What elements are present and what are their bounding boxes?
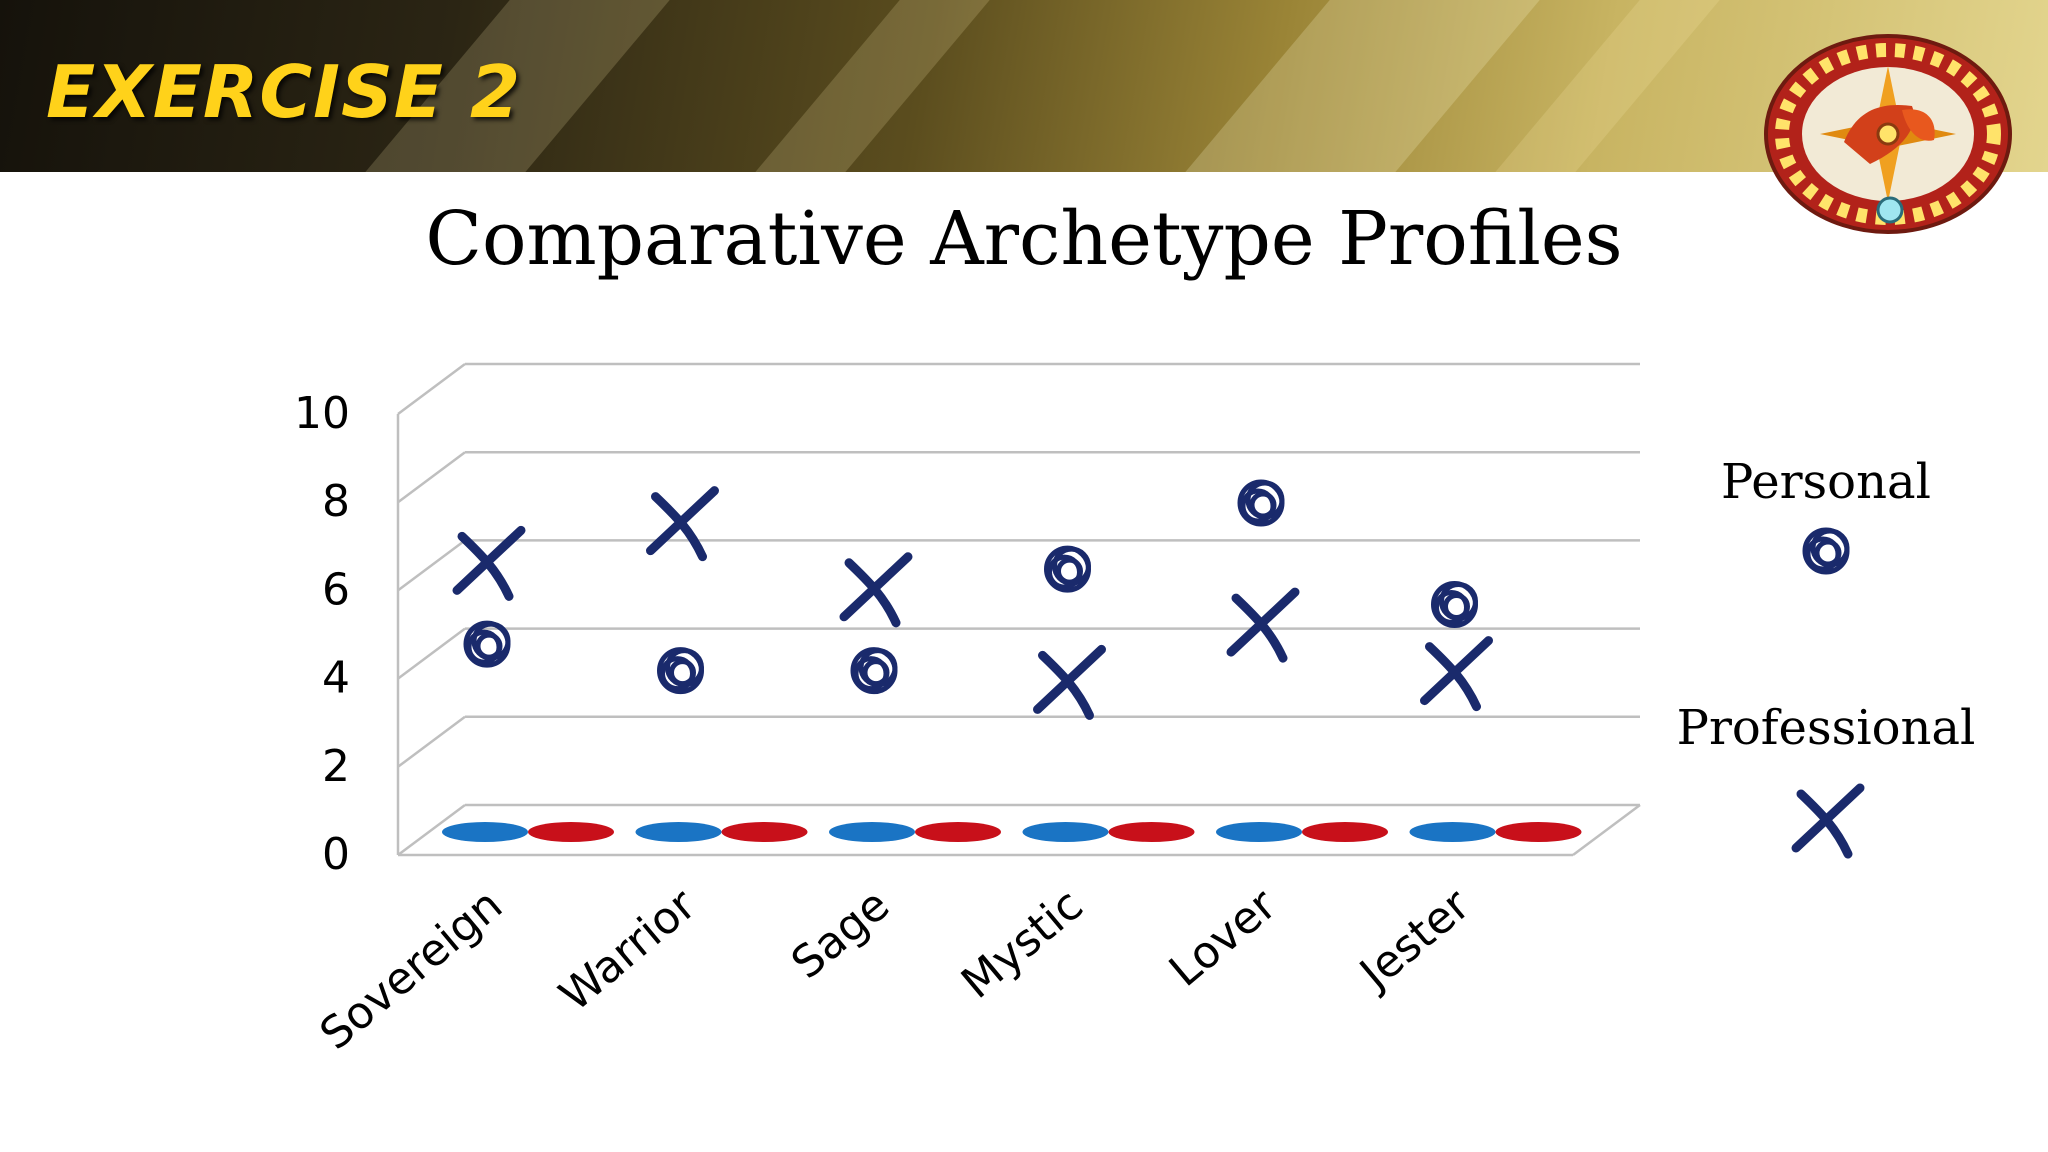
professional-point — [452, 525, 526, 601]
y-tick-label: 6 — [322, 564, 350, 615]
personal-base-disc — [1409, 822, 1496, 842]
personal-base-disc — [442, 822, 528, 842]
x-tick-label: Lover — [1160, 879, 1287, 997]
professional-base-disc — [915, 822, 1001, 842]
personal-point — [657, 647, 704, 695]
x-tick-label: Jester — [1348, 879, 1480, 1001]
legend-marker-personal — [1802, 527, 1850, 575]
professional-base-disc — [1302, 822, 1388, 842]
personal-base-disc — [1022, 822, 1109, 842]
x-tick-label: Sage — [782, 879, 899, 989]
y-tick-label: 4 — [322, 653, 350, 704]
professional-base-disc — [1495, 822, 1582, 842]
floor-right-edge — [1572, 803, 1641, 857]
grid-side-line — [397, 362, 466, 416]
grid-side-line — [397, 451, 466, 504]
legend-label-professional: Professional — [1677, 700, 1976, 756]
header-banner: EXERCISE 2 — [0, 0, 2048, 172]
professional-point — [1033, 644, 1106, 720]
grid-side-line — [397, 715, 466, 768]
compass-icon — [1764, 34, 2012, 234]
professional-base-disc — [528, 822, 614, 842]
personal-point — [463, 620, 511, 668]
personal-base-disc — [829, 822, 915, 842]
professional-point — [839, 552, 913, 628]
personal-point — [1431, 580, 1478, 628]
x-tick-label: Mystic — [952, 879, 1092, 1008]
y-tick-label: 0 — [322, 829, 350, 880]
exercise-title: EXERCISE 2 — [46, 50, 522, 134]
y-tick-label: 10 — [294, 388, 350, 439]
professional-point — [1420, 636, 1493, 712]
legend-marker-professional — [1791, 783, 1865, 859]
professional-base-disc — [1108, 822, 1195, 842]
grid-side-line — [397, 539, 466, 592]
legend-label-personal: Personal — [1721, 454, 1931, 510]
y-tick-label: 8 — [322, 476, 350, 527]
professional-point — [646, 486, 719, 562]
professional-point — [1226, 587, 1300, 663]
grid-side-line — [397, 627, 466, 680]
y-tick-label: 2 — [322, 741, 350, 792]
grid-side-line — [397, 803, 466, 857]
x-tick-label: Warrior — [550, 879, 706, 1022]
chart-title: Comparative Archetype Profiles — [425, 196, 1623, 282]
personal-point — [850, 647, 898, 695]
personal-base-disc — [635, 822, 722, 842]
personal-point — [1237, 479, 1285, 527]
personal-point — [1044, 545, 1091, 593]
professional-base-disc — [721, 822, 808, 842]
x-tick-label: Sovereign — [311, 879, 512, 1060]
personal-base-disc — [1216, 822, 1302, 842]
